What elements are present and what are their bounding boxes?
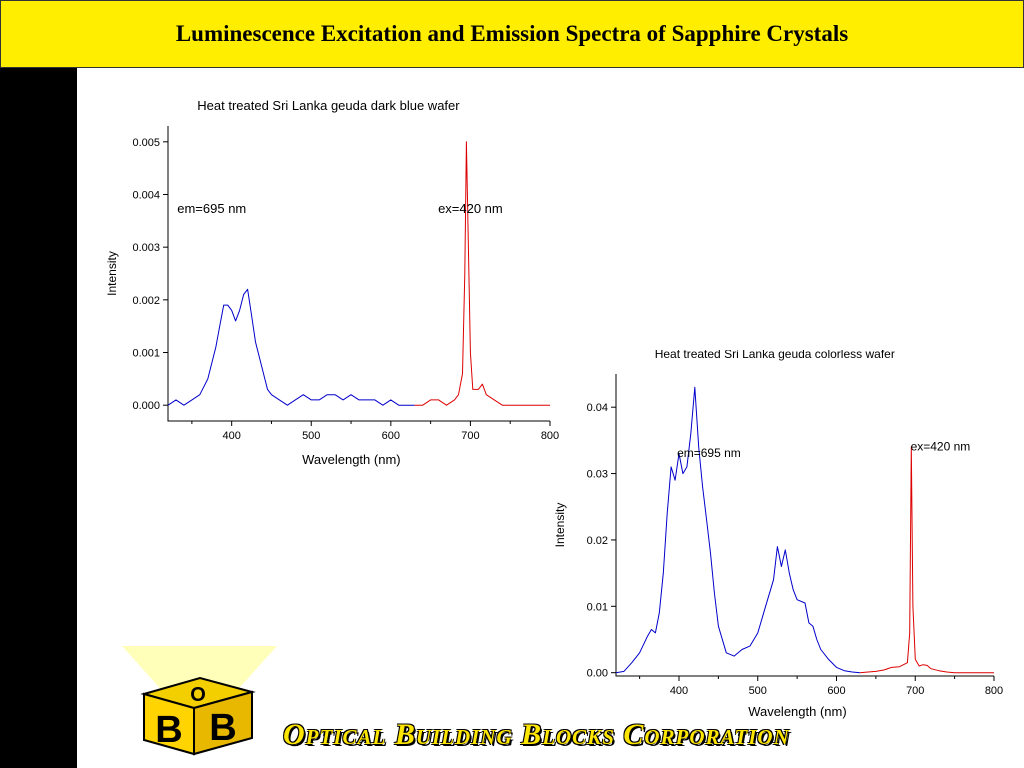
left-decorative-band [0, 68, 77, 768]
chart-0-ytick-label: 0.005 [132, 137, 160, 149]
chart-1-title: Heat treated Sri Lanka geuda colorless w… [655, 350, 895, 361]
chart-0-title: Heat treated Sri Lanka geuda dark blue w… [197, 98, 460, 113]
chart-1-annotation-1: ex=420 nm [911, 439, 971, 453]
logo-letter-left: B [155, 709, 182, 751]
title-bar: Luminescence Excitation and Emission Spe… [0, 0, 1024, 68]
chart-1-ytick-label: 0.00 [587, 668, 608, 680]
chart-0-annotation-1: ex=420 nm [438, 201, 503, 216]
chart-0-ylabel: Intensity [105, 251, 119, 296]
logo-letter-right: B [209, 707, 236, 749]
chart-1-annotation-0: em=695 nm [677, 446, 741, 460]
chart-0-series-0-line [167, 288, 415, 406]
chart-0-series-1-line [414, 141, 550, 406]
chart-1-ytick-label: 0.04 [587, 402, 608, 414]
chart-0-axes [167, 126, 550, 422]
chart-1-xtick-label: 500 [749, 685, 767, 697]
chart-0-xtick-label: 500 [302, 430, 320, 442]
chart-1-svg: Heat treated Sri Lanka geuda colorless w… [553, 347, 1003, 719]
chart-1-xtick-label: 800 [985, 685, 1003, 697]
chart-1-xtick-label: 700 [906, 685, 924, 697]
chart-0-svg: Heat treated Sri Lanka geuda dark blue w… [105, 98, 559, 467]
chart-0-annotation-0: em=695 nm [177, 201, 246, 216]
chart-1-xtick-label: 600 [827, 685, 845, 697]
logo-letter-top: O [190, 684, 206, 706]
chart-0-xtick-label: 600 [382, 430, 400, 442]
chart-0-xtick-label: 800 [541, 430, 559, 442]
chart-0-ytick-label: 0.000 [132, 400, 160, 412]
chart-0-ytick-label: 0.002 [132, 295, 160, 307]
chart-1-xlabel: Wavelength (nm) [748, 704, 847, 719]
chart-1-ylabel: Intensity [553, 503, 567, 548]
obb-logo: O B B [122, 646, 277, 761]
slide-title: Luminescence Excitation and Emission Spe… [175, 21, 849, 46]
chart-1-axes [615, 374, 994, 677]
chart-0-ytick-label: 0.003 [132, 242, 160, 254]
chart-0-ytick-label: 0.001 [132, 348, 160, 360]
company-name: Optical Building Blocks Corporation [283, 718, 790, 751]
colorless-wafer-chart: Heat treated Sri Lanka geuda colorless w… [548, 347, 1004, 735]
chart-0-xtick-label: 700 [461, 430, 479, 442]
chart-1-ytick-label: 0.02 [587, 535, 608, 547]
chart-1-ytick-label: 0.01 [587, 601, 608, 613]
dark-blue-wafer-chart: Heat treated Sri Lanka geuda dark blue w… [90, 88, 560, 483]
chart-1-ytick-label: 0.03 [587, 469, 608, 481]
chart-1-xtick-label: 400 [670, 685, 688, 697]
chart-0-xlabel: Wavelength (nm) [302, 452, 401, 467]
chart-1-series-0-line [615, 386, 861, 674]
chart-0-ytick-label: 0.004 [132, 189, 160, 201]
chart-0-xtick-label: 400 [222, 430, 240, 442]
chart-1-series-1-line [860, 446, 994, 674]
